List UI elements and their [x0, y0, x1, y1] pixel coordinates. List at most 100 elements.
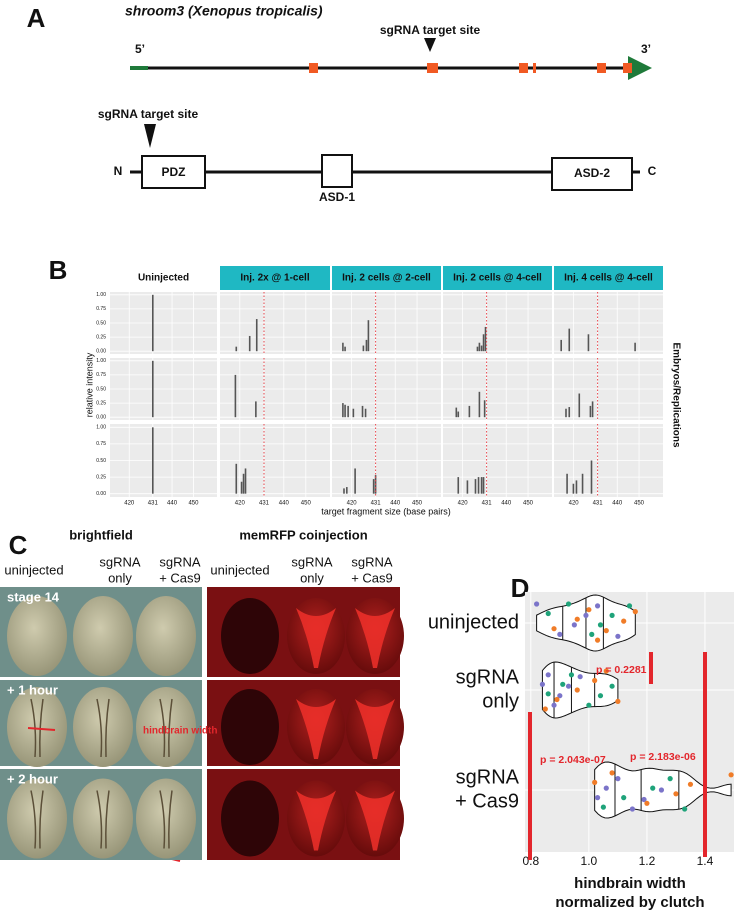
x-tick-label: 431 — [482, 501, 493, 507]
point — [554, 696, 560, 703]
x-tick-label: 420 — [458, 501, 469, 507]
p-value: p = 2.043e-07 — [540, 754, 606, 766]
embryo — [73, 778, 133, 859]
x-tick-label: 450 — [301, 501, 312, 507]
point — [603, 628, 609, 634]
point — [621, 795, 627, 801]
domain-box — [321, 154, 353, 188]
rfp-signal — [355, 608, 395, 668]
p-value: p = 0.2281 — [596, 664, 647, 676]
exon — [623, 63, 632, 73]
facet-title: Inj. 4 cells @ 4-cell — [564, 273, 653, 284]
x-tick-label: 431 — [371, 501, 382, 507]
x-tick-label: 440 — [501, 501, 512, 507]
x-tick-label: 450 — [188, 501, 199, 507]
y-tick-label: 0.00 — [96, 491, 106, 497]
y-tick-label: 0.75 — [96, 306, 106, 312]
bar — [483, 400, 486, 418]
bar — [566, 473, 568, 494]
bar — [352, 408, 355, 418]
bar — [482, 334, 485, 352]
embryo — [73, 596, 133, 676]
point — [589, 631, 595, 638]
x-tick-label: 431 — [148, 501, 159, 507]
embryo — [221, 689, 279, 765]
point — [586, 702, 592, 708]
gene-title: shroom3 (Xenopus tropicalis) — [125, 3, 323, 19]
bar — [478, 342, 481, 352]
domain-box — [551, 157, 633, 191]
point — [586, 607, 592, 613]
protein-site-arrow — [144, 124, 156, 148]
point — [557, 693, 563, 699]
exon — [597, 63, 606, 73]
facet-strip — [110, 266, 217, 290]
bar — [242, 473, 245, 494]
y-tick-label: 1.00 — [96, 358, 106, 364]
x-tick-label: 440 — [167, 501, 178, 507]
point — [603, 785, 609, 791]
point — [594, 603, 601, 609]
panel-label: A — [27, 3, 46, 33]
bar — [590, 460, 593, 494]
bar — [634, 342, 636, 352]
five-prime: 5’ — [135, 42, 145, 56]
facet-title: Inj. 2x @ 1-cell — [240, 273, 309, 284]
point — [641, 796, 647, 803]
bar — [354, 468, 356, 494]
point — [539, 681, 546, 687]
bar — [587, 334, 590, 352]
bar — [484, 326, 487, 352]
bar — [364, 408, 367, 418]
column-label: uninjected — [210, 562, 269, 577]
hindbrain-width-mark — [27, 727, 56, 731]
point — [545, 610, 551, 617]
bar — [365, 339, 368, 352]
point — [597, 622, 604, 628]
exon — [309, 63, 318, 73]
y-tick-label: 0.75 — [96, 441, 106, 447]
point — [644, 800, 650, 806]
point — [571, 622, 577, 628]
bar — [591, 401, 594, 418]
category-label: + Cas9 — [455, 790, 519, 812]
x-tick-label: 450 — [412, 501, 423, 507]
point — [687, 781, 694, 787]
y-tick-label: 0.50 — [96, 320, 106, 326]
x-tick-label: 431 — [593, 501, 604, 507]
point — [557, 631, 563, 638]
point — [632, 609, 638, 615]
domain-label: ASD-1 — [319, 190, 355, 204]
point — [565, 683, 572, 689]
facet-title: Uninjected — [138, 273, 189, 284]
bar — [372, 479, 375, 494]
y-tick-label: 1.00 — [96, 425, 106, 431]
point — [728, 772, 734, 778]
bar — [581, 473, 584, 494]
bar — [455, 407, 458, 418]
bar — [457, 411, 460, 418]
bar — [344, 346, 346, 352]
n-term: N — [114, 164, 123, 178]
bar — [152, 427, 154, 494]
point — [542, 706, 548, 712]
facet-title: Inj. 2 cells @ 2-cell — [342, 273, 431, 284]
point — [545, 691, 551, 697]
embryo — [7, 687, 67, 767]
neural-fold — [30, 698, 44, 758]
y-tick-label: 1.00 — [96, 292, 106, 298]
y-tick-label: 0.25 — [96, 474, 106, 480]
facet-strip — [220, 266, 330, 290]
bar — [361, 405, 364, 418]
bar — [568, 328, 571, 352]
y-axis-title: relative intensity — [84, 352, 94, 417]
row-label: stage 14 — [7, 589, 60, 604]
bar — [362, 345, 365, 352]
point — [545, 672, 551, 678]
point — [551, 626, 557, 632]
x-tick-label: 0.8 — [522, 854, 539, 868]
bar — [565, 408, 567, 418]
bar — [480, 345, 483, 352]
rfp-signal — [296, 699, 336, 759]
